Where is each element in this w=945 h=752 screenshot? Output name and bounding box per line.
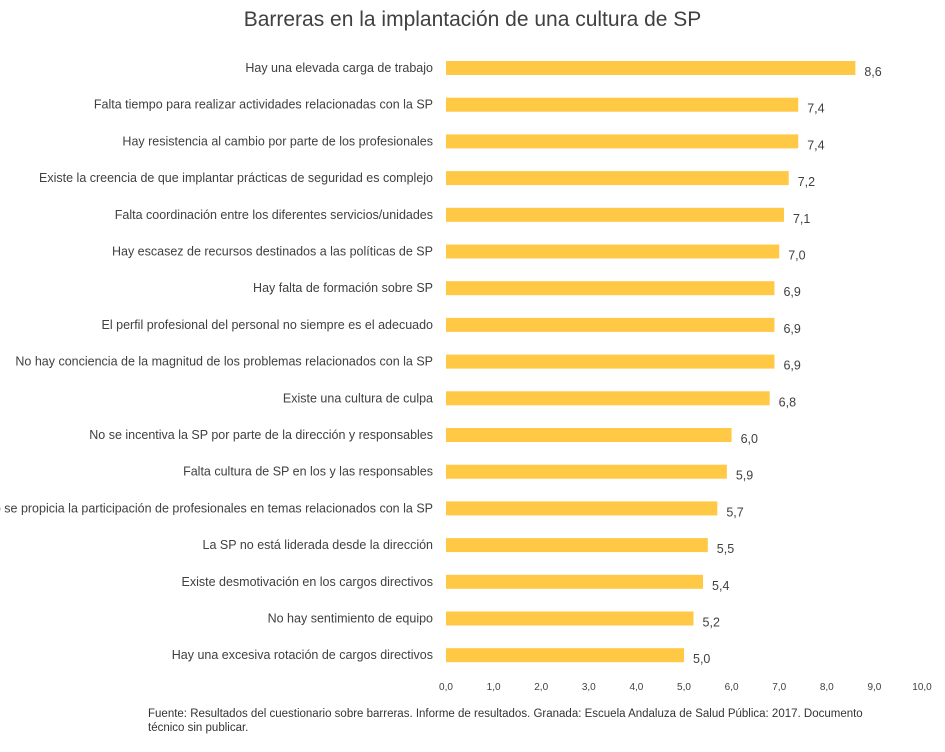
x-tick-label: 4,0 — [629, 682, 643, 693]
data-label: 7,4 — [807, 102, 824, 116]
x-tick-label: 9,0 — [867, 682, 881, 693]
category-label: Existe la creencia de que implantar prác… — [39, 171, 433, 185]
category-label: El perfil profesional del personal no si… — [102, 318, 433, 332]
bar — [446, 391, 770, 406]
category-label: La SP no está liderada desde la direcció… — [203, 538, 434, 552]
data-label: 5,7 — [726, 505, 743, 519]
data-label: 7,0 — [788, 249, 805, 263]
category-label: No hay sentimiento de equipo — [268, 612, 433, 626]
category-label: Falta cultura de SP en los y las respons… — [183, 465, 433, 479]
category-label: No se propicia la participación de profe… — [0, 501, 433, 515]
x-tick-label: 7,0 — [772, 682, 786, 693]
bar — [446, 538, 708, 553]
data-label: 8,6 — [864, 65, 881, 79]
data-label: 6,9 — [783, 322, 800, 336]
bar-chart: Hay una elevada carga de trabajo 8,6 Falta… — [0, 61, 932, 693]
bar — [446, 611, 694, 626]
x-tick-label: 8,0 — [820, 682, 834, 693]
category-label: Existe una cultura de culpa — [283, 391, 433, 405]
category-label: Hay resistencia al cambio por parte de l… — [122, 134, 433, 148]
bar — [446, 97, 799, 112]
category-label: No hay conciencia de la magnitud de los … — [15, 355, 433, 369]
data-label: 5,4 — [712, 579, 729, 593]
bar — [446, 207, 784, 222]
bar — [446, 281, 775, 296]
data-label: 6,8 — [779, 395, 796, 409]
data-label: 5,5 — [717, 542, 734, 556]
bar — [446, 648, 684, 663]
x-tick-label: 0,0 — [439, 682, 453, 693]
category-label: Falta tiempo para realizar actividades r… — [94, 98, 433, 112]
x-tick-label: 5,0 — [677, 682, 691, 693]
x-tick-label: 2,0 — [534, 682, 548, 693]
x-tick-label: 6,0 — [725, 682, 739, 693]
data-label: 7,2 — [798, 175, 815, 189]
data-label: 6,9 — [783, 359, 800, 373]
data-label: 7,1 — [793, 212, 810, 226]
source-note: Fuente: Resultados del cuestionario sobr… — [148, 708, 863, 734]
category-label: Hay escasez de recursos destinados a las… — [112, 245, 433, 259]
bar — [446, 317, 775, 332]
bar — [446, 464, 727, 479]
data-label: 5,0 — [693, 652, 710, 666]
bar — [446, 354, 775, 369]
data-label: 7,4 — [807, 138, 824, 152]
bar — [446, 171, 789, 186]
data-label: 6,0 — [741, 432, 758, 446]
bar — [446, 574, 704, 589]
category-label: No se incentiva la SP por parte de la di… — [89, 428, 433, 442]
x-tick-label: 1,0 — [487, 682, 501, 693]
bar — [446, 61, 856, 75]
category-label: Hay una excesiva rotación de cargos dire… — [172, 648, 433, 662]
category-label: Existe desmotivación en los cargos direc… — [181, 575, 433, 589]
data-label: 5,2 — [703, 616, 720, 630]
category-label: Falta coordinación entre los diferentes … — [115, 208, 433, 222]
x-tick-label: 3,0 — [582, 682, 596, 693]
data-label: 5,9 — [736, 469, 753, 483]
bar — [446, 134, 799, 149]
data-label: 6,9 — [783, 285, 800, 299]
bar — [446, 501, 718, 516]
bar — [446, 244, 780, 259]
chart-title: Barreras en la implantación de una cultu… — [243, 8, 702, 31]
bar — [446, 428, 732, 442]
category-label: Hay una elevada carga de trabajo — [245, 61, 433, 75]
x-tick-label: 10,0 — [912, 682, 932, 693]
category-label: Hay falta de formación sobre SP — [253, 281, 433, 295]
